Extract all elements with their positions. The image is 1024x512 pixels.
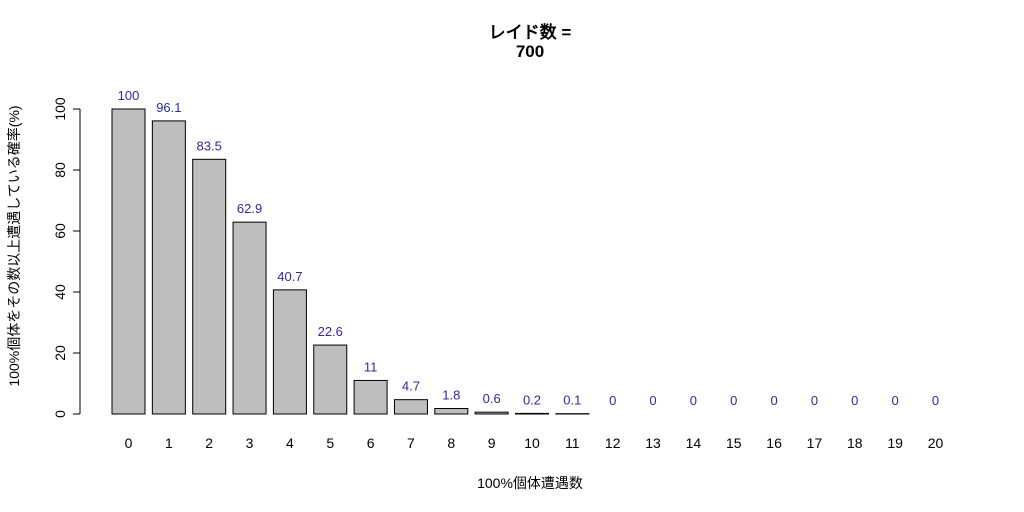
- x-tick-label: 2: [205, 435, 213, 451]
- x-tick-label: 18: [847, 435, 863, 451]
- chart-title-line2: 700: [516, 42, 544, 61]
- x-tick-label: 11: [565, 435, 580, 451]
- bar-value-label: 1.8: [442, 388, 460, 403]
- bar-value-label: 22.6: [318, 324, 343, 339]
- bar: [515, 412, 549, 415]
- bar: [232, 221, 267, 415]
- value-labels: 100 96.1 83.5 62.9 40.7 22.6 11 4.7 1.8 0.6 0.2 0.1…: [118, 88, 939, 408]
- x-tick-label: 3: [246, 435, 254, 451]
- bar-value-label: 0.1: [563, 393, 581, 408]
- y-tick-label: 0: [52, 410, 68, 418]
- y-tick-label: 20: [52, 345, 68, 361]
- x-tick-label: 15: [726, 435, 742, 451]
- bar: [353, 379, 388, 415]
- bar-value-label: 83.5: [197, 138, 222, 153]
- bar-value-label: 0: [892, 393, 899, 408]
- bar-value-label: 0: [770, 393, 777, 408]
- bar-value-label: 0.2: [523, 392, 541, 407]
- x-tick-label: 20: [928, 435, 944, 451]
- x-tick-label: 6: [367, 435, 375, 451]
- bar-value-label: 0: [730, 393, 737, 408]
- bar: [474, 411, 509, 415]
- bar: [393, 399, 428, 415]
- x-tick-labels: 0 1 2 3 4 5 6 7 8 9 10 11 12 13 14 15 16 17 18 19 20: [125, 435, 944, 451]
- chart-title-line1: レイド数 =: [489, 22, 572, 42]
- bar: [434, 408, 469, 415]
- x-tick-label: 14: [686, 435, 702, 451]
- bar: [313, 344, 348, 415]
- x-tick-label: 5: [326, 435, 334, 451]
- x-tick-label: 16: [766, 435, 782, 451]
- y-tick-label: 80: [52, 162, 68, 178]
- y-axis: 0 20 40 60 80 100: [52, 97, 81, 418]
- x-tick-label: 8: [447, 435, 455, 451]
- x-tick-label: 10: [524, 435, 540, 451]
- x-tick-label: 12: [605, 435, 621, 451]
- bar-value-label: 0: [690, 393, 697, 408]
- bar: [111, 108, 146, 415]
- bar-value-label: 0: [649, 393, 656, 408]
- x-tick-label: 17: [807, 435, 823, 451]
- x-tick-label: 9: [488, 435, 496, 451]
- x-tick-label: 19: [887, 435, 903, 451]
- bar-value-label: 62.9: [237, 201, 262, 216]
- bar-value-label: 0.6: [483, 391, 501, 406]
- bar-value-label: 0: [609, 393, 616, 408]
- x-tick-label: 4: [286, 435, 294, 451]
- y-tick-label: 100: [52, 97, 68, 121]
- x-tick-label: 1: [165, 435, 173, 451]
- bar: [192, 158, 227, 415]
- bar-value-label: 11: [364, 359, 378, 374]
- x-tick-label: 0: [125, 435, 133, 451]
- y-tick-label: 60: [52, 223, 68, 239]
- y-tick-label: 40: [52, 284, 68, 300]
- bar-value-label: 4.7: [402, 379, 420, 394]
- bar-value-label: 0: [932, 393, 939, 408]
- bars: [111, 108, 590, 415]
- bar-value-label: 96.1: [156, 100, 181, 115]
- y-axis-label: 100%個体をその数以上遭遇している確率(%): [6, 105, 22, 386]
- bar-value-label: 0: [811, 393, 818, 408]
- x-tick-label: 13: [645, 435, 661, 451]
- bar-value-label: 0: [851, 393, 858, 408]
- bar: [272, 289, 307, 415]
- bar-value-label: 100: [118, 88, 140, 103]
- x-tick-label: 7: [407, 435, 415, 451]
- bar: [151, 120, 186, 415]
- x-axis-label: 100%個体遭遇数: [477, 475, 583, 491]
- bar-value-label: 40.7: [277, 269, 302, 284]
